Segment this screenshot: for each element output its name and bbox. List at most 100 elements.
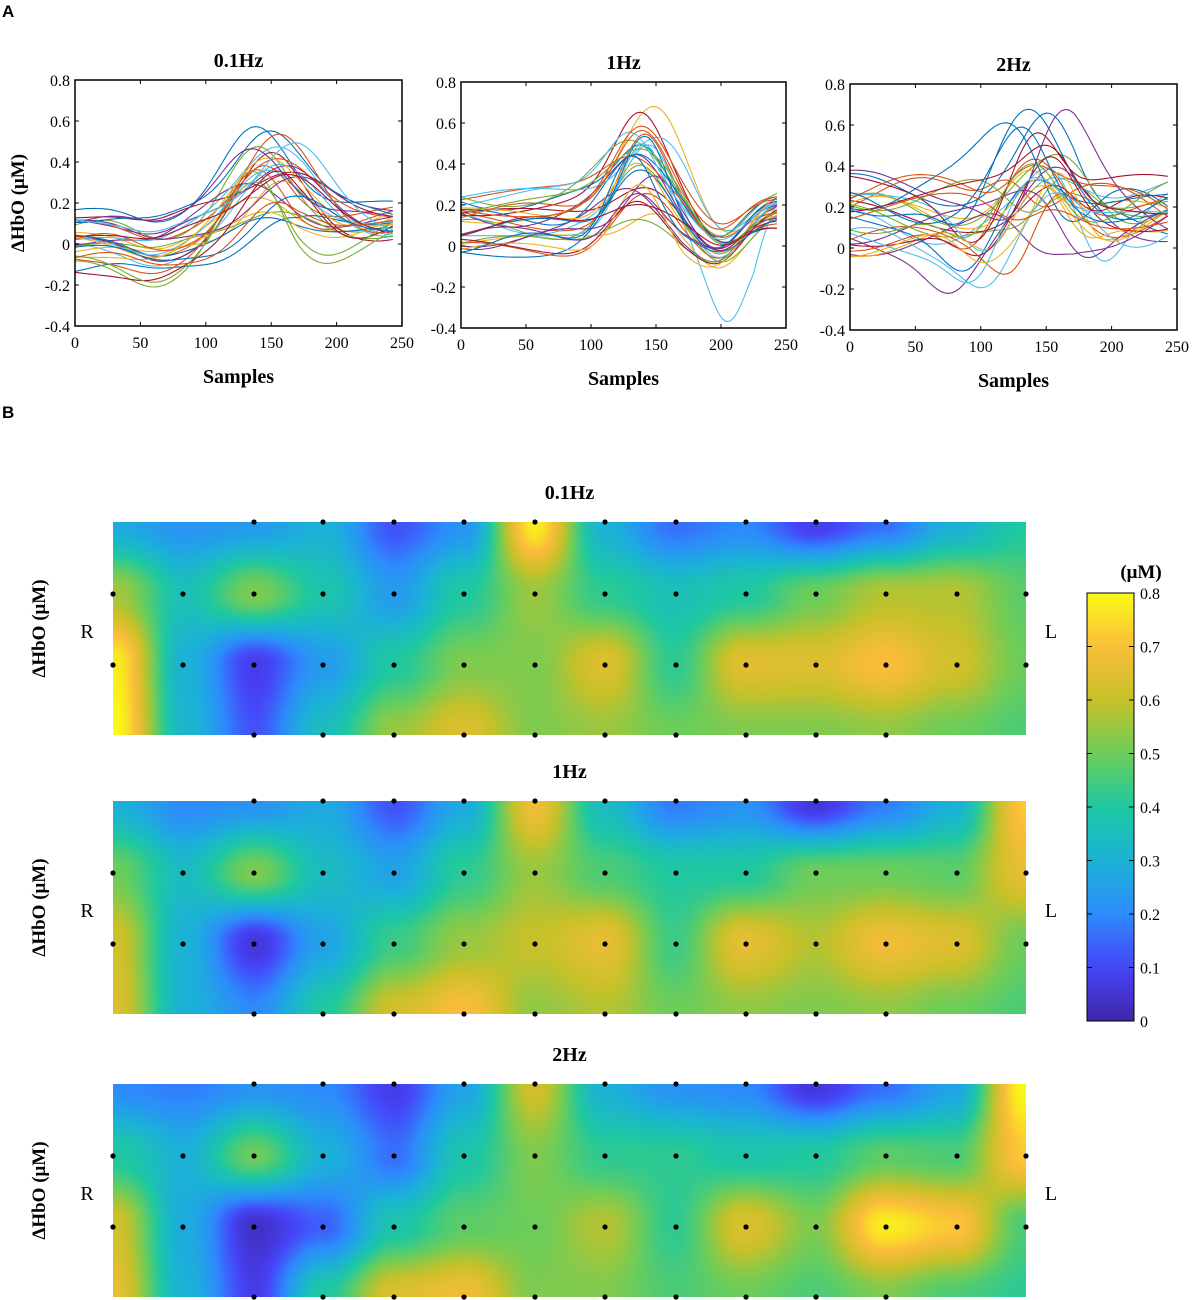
- channel-dot: [743, 941, 749, 947]
- channel-dot: [1023, 941, 1029, 947]
- channel-dot: [180, 591, 186, 597]
- side-label-right: R: [80, 900, 94, 922]
- channel-dot: [180, 941, 186, 947]
- channel-dot: [110, 662, 116, 668]
- channel-dot: [532, 662, 538, 668]
- x-tick-label: 200: [709, 337, 733, 354]
- channel-dot: [251, 1294, 257, 1300]
- series-line: [849, 177, 1168, 252]
- channel-dot: [532, 1224, 538, 1230]
- channel-dot: [673, 798, 679, 804]
- channel-dot: [743, 1224, 749, 1230]
- line-chart-2Hz: -0.4 -0.2 0 0.2 0.4 0.6 0.8 0 50 100 150 200 250 2Hz S…: [820, 54, 1189, 392]
- line-chart-0_1Hz: -0.4 -0.2 0 0.2 0.4 0.6 0.8 0 50 100 150 200 250 0.1H…: [8, 50, 414, 388]
- series-line: [74, 215, 393, 272]
- series-line: [849, 176, 1168, 284]
- y-tick-label: 0.6: [50, 114, 70, 131]
- channel-dot: [391, 1153, 397, 1159]
- channel-dot: [391, 1081, 397, 1087]
- channel-dot: [673, 1153, 679, 1159]
- channel-dot: [251, 591, 257, 597]
- channel-dot: [251, 732, 257, 738]
- channel-dot: [813, 519, 819, 525]
- channel-dot: [320, 1224, 326, 1230]
- channel-dot: [743, 1294, 749, 1300]
- channel-dot: [391, 941, 397, 947]
- series-line: [460, 148, 778, 245]
- series-line: [460, 125, 777, 225]
- channel-dot: [180, 1224, 186, 1230]
- series-line: [849, 185, 1169, 258]
- series-group: [460, 105, 778, 323]
- channel-dot: [743, 732, 749, 738]
- channel-dot: [883, 870, 889, 876]
- chart-title: 0.1Hz: [214, 50, 264, 72]
- channel-dot: [532, 1153, 538, 1159]
- channel-dot: [743, 870, 749, 876]
- line-charts-panel: -0.4 -0.2 0 0.2 0.4 0.6 0.8 0 50 100 150 200 250 0.1H…: [8, 50, 1189, 392]
- series-line: [849, 144, 1168, 215]
- y-tick-label: 0.6: [436, 116, 456, 133]
- series-line: [460, 111, 777, 243]
- series-line: [849, 179, 1168, 272]
- series-line: [460, 131, 778, 241]
- series-line: [74, 170, 394, 288]
- series-line: [460, 129, 777, 230]
- series-line: [74, 211, 394, 261]
- channel-dot: [743, 1153, 749, 1159]
- y-tick-label: 0: [62, 237, 70, 254]
- x-tick-label: 0: [457, 337, 465, 354]
- channel-dot: [602, 591, 608, 597]
- series-line: [460, 204, 777, 246]
- channel-dot: [1023, 591, 1029, 597]
- channel-dot: [602, 870, 608, 876]
- channel-dot: [602, 1294, 608, 1300]
- channel-dot: [110, 591, 116, 597]
- colorbar-tick-label: 0.7: [1140, 640, 1160, 657]
- x-tick-label: 100: [579, 337, 603, 354]
- channel-dot: [180, 1153, 186, 1159]
- channel-dot: [110, 941, 116, 947]
- colorbar-tick-label: 0: [1140, 1014, 1148, 1031]
- channel-dot: [743, 1011, 749, 1017]
- channel-dot: [813, 732, 819, 738]
- channel-dot: [110, 1224, 116, 1230]
- channel-dot: [391, 519, 397, 525]
- heatmap-2Hz: 2Hz R L ΔHbO (μM): [29, 1044, 1057, 1300]
- channel-dot: [391, 732, 397, 738]
- channel-dot: [320, 1081, 326, 1087]
- channel-dot: [883, 798, 889, 804]
- channel-dot: [954, 662, 960, 668]
- channel-dot: [602, 519, 608, 525]
- side-label-left: L: [1045, 1183, 1057, 1205]
- series-line: [460, 105, 778, 233]
- channel-dot: [954, 1153, 960, 1159]
- channel-dot: [602, 1153, 608, 1159]
- x-tick-label: 100: [194, 335, 218, 352]
- series-line: [460, 139, 778, 237]
- channel-dot: [883, 591, 889, 597]
- channel-dot: [1023, 662, 1029, 668]
- y-axis-label: ΔHbO (μM): [8, 154, 29, 252]
- x-tick-label: 50: [132, 335, 148, 352]
- colorbar-gradient: [1086, 592, 1135, 1022]
- series-line: [74, 195, 393, 261]
- channel-dot: [461, 798, 467, 804]
- channel-dot: [813, 1011, 819, 1017]
- channel-dot: [602, 1224, 608, 1230]
- channel-dot: [1023, 1153, 1029, 1159]
- channel-dot: [743, 1081, 749, 1087]
- channel-dot: [320, 519, 326, 525]
- x-tick-label: 50: [518, 337, 534, 354]
- x-tick-label: 50: [907, 339, 923, 356]
- channel-dot: [461, 1011, 467, 1017]
- channel-dot: [320, 662, 326, 668]
- series-line: [74, 173, 393, 240]
- channel-dot: [954, 591, 960, 597]
- channel-dot: [532, 1011, 538, 1017]
- y-tick-label: -0.4: [820, 323, 845, 340]
- colorbar-tick-label: 0.5: [1140, 747, 1160, 764]
- channel-dot: [813, 1153, 819, 1159]
- series-line: [849, 156, 1168, 257]
